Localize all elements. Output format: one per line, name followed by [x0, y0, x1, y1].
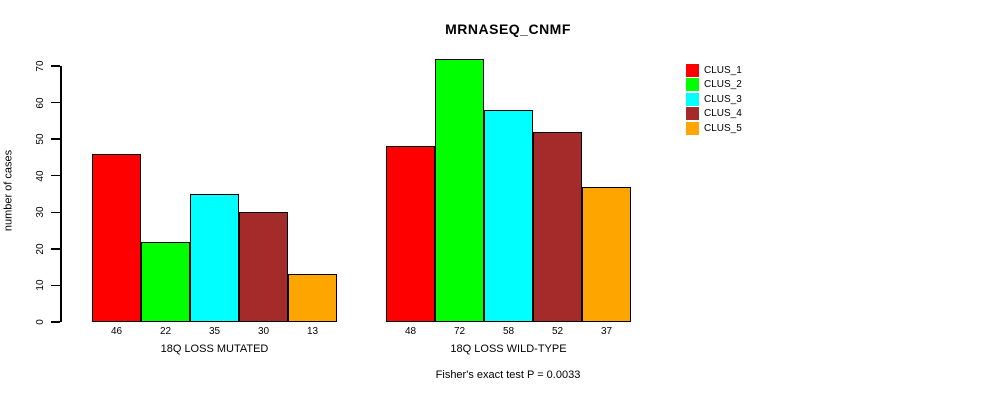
legend-label: CLUS_2 — [704, 79, 742, 91]
legend-label: CLUS_1 — [704, 65, 742, 76]
y-tick-mark — [51, 321, 60, 323]
legend-label: CLUS_3 — [704, 93, 742, 105]
x-group-label: 18Q LOSS MUTATED — [160, 343, 269, 355]
y-tick-label: 60 — [35, 97, 46, 109]
y-tick-mark — [51, 174, 60, 177]
x-group-label: 18Q LOSS WILD-TYPE — [450, 343, 567, 355]
legend-swatch-clus_3 — [686, 92, 699, 106]
y-tick-label: 70 — [35, 60, 46, 72]
bar-clus_1-2 — [386, 146, 435, 322]
y-tick-label: 10 — [35, 279, 46, 291]
bar-value-label: 52 — [551, 326, 564, 337]
bar-clus_3-2 — [484, 109, 533, 322]
bar-clus_2-1 — [141, 241, 190, 322]
bar-clus_5-2 — [582, 186, 631, 322]
bar-value-label: 22 — [159, 326, 172, 337]
bar-clus_2-2 — [435, 58, 484, 322]
y-tick-label: 40 — [35, 170, 46, 182]
legend-label: CLUS_5 — [704, 122, 742, 134]
y-tick-label: 30 — [35, 206, 46, 218]
y-tick-mark — [51, 248, 60, 250]
y-axis-line — [60, 66, 62, 322]
legend-swatch-clus_5 — [686, 121, 699, 135]
bar-clus_4-2 — [533, 131, 582, 322]
bar-value-label: 30 — [257, 326, 270, 337]
y-tick-mark — [51, 101, 60, 104]
bar-value-label: 35 — [208, 326, 221, 337]
legend-swatch-clus_2 — [686, 78, 699, 92]
bar-value-label: 46 — [110, 326, 123, 337]
y-tick-mark — [51, 284, 60, 287]
legend-swatch-clus_4 — [686, 107, 699, 121]
bar-clus_5-1 — [288, 274, 337, 322]
bar-clus_1-1 — [92, 153, 141, 322]
y-tick-mark — [51, 65, 60, 67]
y-tick-mark — [51, 211, 60, 214]
footnote: Fisher's exact test P = 0.0033 — [435, 369, 581, 381]
bar-value-label: 37 — [600, 326, 613, 337]
legend-swatch-clus_1 — [686, 64, 699, 77]
bar-value-label: 72 — [453, 326, 466, 337]
bar-clus_3-1 — [190, 194, 239, 322]
y-tick-label: 20 — [35, 243, 46, 255]
legend-label: CLUS_4 — [704, 108, 742, 120]
bar-value-label: 48 — [404, 326, 417, 337]
bar-value-label: 58 — [502, 326, 515, 337]
y-tick-label: 0 — [35, 319, 46, 325]
y-tick-label: 50 — [35, 133, 46, 145]
y-tick-mark — [51, 138, 60, 140]
chart-title: MRNASEQ_CNMF — [445, 21, 571, 37]
bar-clus_4-1 — [239, 212, 288, 322]
bar-value-label: 13 — [306, 326, 319, 337]
y-axis-label: number of cases — [2, 149, 15, 232]
